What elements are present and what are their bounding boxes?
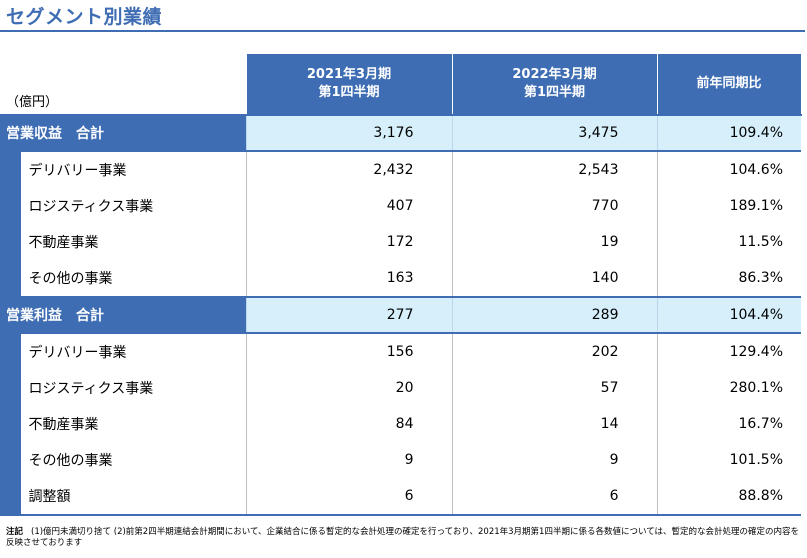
row-indent-bar <box>0 260 20 297</box>
header-2022-q1-quarter: 第1四半期 <box>523 85 586 100</box>
segment-results-table: 2021年3月期 第1四半期 2022年3月期 第1四半期 前年同期比 営業収益… <box>0 53 802 516</box>
row-ratio: 88.8% <box>656 478 801 516</box>
row-indent-bar <box>0 370 20 406</box>
revenue-total-2022: 3,475 <box>451 114 657 152</box>
row-label: ロジスティクス事業 <box>19 370 246 406</box>
header-2021-q1-year: 2021年3月期 <box>306 67 392 82</box>
row-indent-bar <box>0 188 20 224</box>
revenue-total-ratio: 109.4% <box>656 114 801 152</box>
table-row: 不動産事業 84 14 16.7% <box>0 406 801 442</box>
footnote: 注記 (1)億円未満切り捨て (2)前第2四半期連結会計期間において、企業結合に係… <box>6 527 801 549</box>
row-ratio: 16.7% <box>656 406 801 442</box>
row-label: デリバリー事業 <box>19 151 246 188</box>
row-value-2022: 140 <box>451 260 657 297</box>
table-row: ロジスティクス事業 407 770 189.1% <box>0 188 801 224</box>
row-indent-bar <box>0 442 20 478</box>
row-indent-bar <box>0 224 20 260</box>
row-value-2021: 163 <box>245 260 452 297</box>
title-divider <box>0 30 805 32</box>
row-value-2021: 2,432 <box>245 151 452 188</box>
row-label: デリバリー事業 <box>19 333 246 370</box>
row-value-2021: 407 <box>245 188 452 224</box>
page-title: セグメント別業績 <box>6 6 163 28</box>
revenue-total-2021: 3,176 <box>245 114 452 152</box>
header-2021-q1-quarter: 第1四半期 <box>318 85 380 100</box>
table-row: 調整額 6 6 88.8% <box>0 478 801 516</box>
table-row: その他の事業 163 140 86.3% <box>0 260 801 297</box>
row-value-2022: 14 <box>451 406 657 442</box>
profit-total-2021: 277 <box>245 296 452 334</box>
row-value-2021: 84 <box>245 406 452 442</box>
header-yoy-ratio: 前年同期比 <box>656 53 802 116</box>
row-label: 不動産事業 <box>19 224 246 260</box>
header-row: 2021年3月期 第1四半期 2022年3月期 第1四半期 前年同期比 <box>0 53 802 116</box>
row-label: その他の事業 <box>19 442 246 478</box>
row-ratio: 189.1% <box>656 188 801 224</box>
row-ratio: 86.3% <box>656 260 801 297</box>
row-value-2021: 6 <box>245 478 452 516</box>
row-label: 不動産事業 <box>19 406 246 442</box>
table-row: デリバリー事業 156 202 129.4% <box>0 333 801 370</box>
row-ratio: 101.5% <box>656 442 801 478</box>
row-indent-bar <box>0 333 20 370</box>
row-value-2022: 6 <box>451 478 657 516</box>
row-value-2022: 57 <box>451 370 657 406</box>
row-ratio: 280.1% <box>656 370 801 406</box>
footnote-label: 注記 <box>6 527 24 537</box>
profit-total-2022: 289 <box>451 296 657 334</box>
row-value-2021: 172 <box>245 224 452 260</box>
row-value-2022: 202 <box>451 333 657 370</box>
row-ratio: 11.5% <box>656 224 801 260</box>
row-value-2021: 9 <box>245 442 452 478</box>
row-label: 調整額 <box>19 478 246 516</box>
revenue-total-row: 営業収益 合計 3,176 3,475 109.4% <box>0 114 801 152</box>
row-indent-bar <box>0 151 20 188</box>
row-ratio: 129.4% <box>656 333 801 370</box>
profit-total-ratio: 104.4% <box>656 296 801 334</box>
header-2022-q1-year: 2022年3月期 <box>512 67 597 82</box>
row-value-2022: 770 <box>451 188 657 224</box>
row-value-2021: 20 <box>245 370 452 406</box>
row-indent-bar <box>0 406 20 442</box>
row-value-2021: 156 <box>245 333 452 370</box>
row-value-2022: 19 <box>451 224 657 260</box>
header-2022-q1: 2022年3月期 第1四半期 <box>451 53 658 116</box>
unit-label: （億円） <box>6 95 59 110</box>
row-label: その他の事業 <box>19 260 246 297</box>
row-label: ロジスティクス事業 <box>19 188 246 224</box>
header-blank <box>0 54 246 116</box>
row-value-2022: 2,543 <box>451 151 657 188</box>
table-row: その他の事業 9 9 101.5% <box>0 442 801 478</box>
row-ratio: 104.6% <box>656 151 801 188</box>
footnote-text: (1)億円未満切り捨て (2)前第2四半期連結会計期間において、企業結合に係る暫… <box>6 527 800 548</box>
profit-total-label: 営業利益 合計 <box>0 296 246 334</box>
profit-total-row: 営業利益 合計 277 289 104.4% <box>0 296 801 334</box>
table-row: ロジスティクス事業 20 57 280.1% <box>0 370 801 406</box>
row-indent-bar <box>0 478 20 516</box>
revenue-total-label: 営業収益 合計 <box>0 114 246 152</box>
table-row: デリバリー事業 2,432 2,543 104.6% <box>0 151 801 188</box>
table-row: 不動産事業 172 19 11.5% <box>0 224 801 260</box>
row-value-2022: 9 <box>451 442 657 478</box>
header-2021-q1: 2021年3月期 第1四半期 <box>245 53 453 116</box>
